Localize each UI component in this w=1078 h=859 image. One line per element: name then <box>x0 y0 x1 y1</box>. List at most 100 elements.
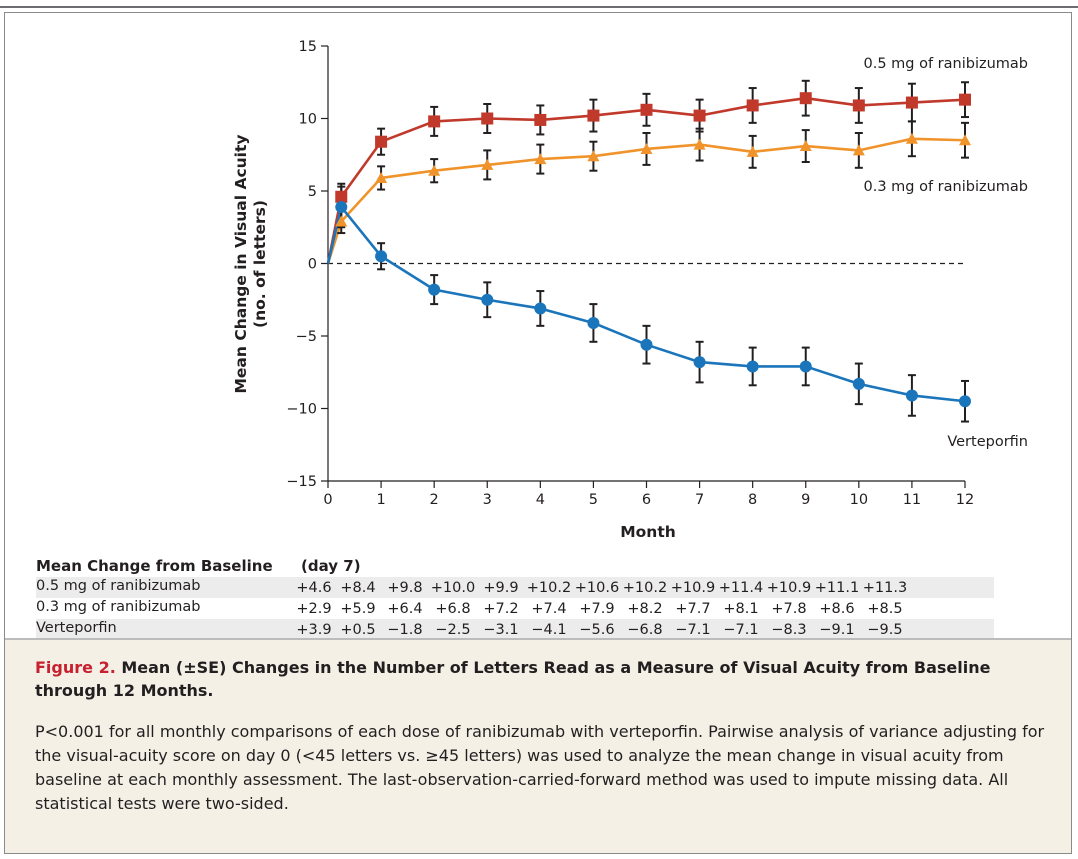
data-point-square <box>640 103 653 116</box>
table-cell: +7.8 <box>771 601 807 617</box>
figure-caption: Figure 2. Mean (±SE) Changes in the Numb… <box>5 638 1071 853</box>
y-tick-label: 15 <box>299 39 317 55</box>
y-axis-label-line1: Mean Change in Visual Acuity <box>232 135 250 394</box>
table-cell: +6.8 <box>435 601 471 617</box>
table-cell: +8.2 <box>627 601 663 617</box>
table-cell: +0.5 <box>340 622 376 638</box>
table-cell: −8.3 <box>771 622 807 638</box>
data-point-circle <box>375 250 388 263</box>
data-point-circle <box>799 360 812 373</box>
data-point-circle <box>746 360 759 373</box>
table-row: Verteporfin +3.9 +0.5 −1.8 −2.5 −3.1 −4.1 −5.6−… <box>36 619 994 640</box>
data-point-triangle <box>640 142 653 154</box>
table-cell: +6.4 <box>387 601 423 617</box>
data-point-triangle <box>799 140 812 152</box>
data-point-circle <box>640 338 653 351</box>
data-point-square <box>534 113 547 126</box>
table-cell: −1.8 <box>387 622 423 638</box>
table-cell: −7.1 <box>675 622 711 638</box>
x-axis-label: Month <box>620 523 676 541</box>
table-row: 0.3 mg of ranibizumab +2.9 +5.9 +6.4 +6.8 +7.… <box>36 598 994 619</box>
table-cell: +9.9 <box>483 580 519 596</box>
series-line <box>326 205 966 403</box>
table-cell: +10.0 <box>430 580 476 596</box>
data-point-square <box>587 109 600 122</box>
series-label-0.5mg: 0.5 mg of ranibizumab <box>863 56 1028 72</box>
table-cell: +11.3 <box>862 580 908 596</box>
table-cell: +7.2 <box>483 601 519 617</box>
figure-frame <box>4 12 1072 854</box>
data-point-square <box>959 93 971 106</box>
table-cell: +8.1 <box>723 601 759 617</box>
data-point-triangle <box>587 150 600 162</box>
x-tick-label: 3 <box>483 492 492 508</box>
data-point-square <box>905 96 918 109</box>
table-row-label: 0.3 mg of ranibizumab <box>36 599 201 615</box>
table-cell: +5.9 <box>340 601 376 617</box>
data-point-square <box>428 115 441 128</box>
series-label-0.3mg: 0.3 mg of ranibizumab <box>863 179 1028 195</box>
data-point-square <box>481 112 494 125</box>
table-cell: −5.6 <box>579 622 615 638</box>
x-tick-label: 12 <box>956 492 974 508</box>
y-tick-label: 10 <box>299 112 317 128</box>
data-point-circle <box>534 302 547 315</box>
data-point-triangle <box>428 164 441 176</box>
data-point-circle <box>587 316 600 329</box>
top-rule <box>0 6 1078 8</box>
x-tick-label: 4 <box>536 492 545 508</box>
data-point-circle <box>335 200 348 213</box>
x-tick-label: 5 <box>589 492 598 508</box>
table-cell: +3.9 <box>296 622 332 638</box>
table-row: 0.5 mg of ranibizumab +4.6 +8.4 +9.8 +10.0 +9… <box>36 577 994 598</box>
table-cell: +10.9 <box>766 580 812 596</box>
data-point-square <box>799 92 812 105</box>
table-cell: +8.6 <box>819 601 855 617</box>
data-point-circle <box>959 395 971 408</box>
table-cell: +4.6 <box>296 580 332 596</box>
x-tick-label: 2 <box>430 492 439 508</box>
data-point-circle <box>481 293 494 306</box>
table-cell: +7.4 <box>531 601 567 617</box>
data-point-triangle <box>852 144 865 156</box>
series-line <box>326 96 966 264</box>
caption-body: P<0.001 for all monthly comparisons of e… <box>35 722 1045 813</box>
chart-marks <box>326 79 971 423</box>
figure-label: Figure 2. <box>35 658 116 677</box>
y-tick-label: −10 <box>286 402 317 418</box>
series-label-verteporfin: Verteporfin <box>947 434 1028 450</box>
table-cell: −9.5 <box>867 622 903 638</box>
data-point-triangle <box>959 134 971 146</box>
x-tick-label: 6 <box>642 492 651 508</box>
data-point-square <box>852 99 865 112</box>
data-point-circle <box>905 389 918 402</box>
table-cell: −6.8 <box>627 622 663 638</box>
table-row-label: 0.5 mg of ranibizumab <box>36 578 201 594</box>
data-point-circle <box>693 356 706 369</box>
data-point-square <box>375 135 388 148</box>
table-cell: +10.6 <box>574 580 620 596</box>
table-cell: −3.1 <box>483 622 519 638</box>
x-tick-label: 0 <box>323 492 332 508</box>
table-day7-note: (day 7) <box>301 557 361 575</box>
table-cell: +2.9 <box>296 601 332 617</box>
table-cell: +10.2 <box>622 580 668 596</box>
data-point-square <box>335 190 348 203</box>
x-tick-label: 1 <box>376 492 385 508</box>
table-cell: +8.5 <box>867 601 903 617</box>
x-tick-label: 10 <box>850 492 868 508</box>
table-cell: −2.5 <box>435 622 471 638</box>
data-point-triangle <box>481 158 494 170</box>
data-point-triangle <box>905 132 918 144</box>
x-tick-label: 9 <box>801 492 810 508</box>
table-cell: +8.4 <box>340 580 376 596</box>
data-point-triangle <box>534 153 547 165</box>
data-point-circle <box>428 283 441 296</box>
table-cell: −9.1 <box>819 622 855 638</box>
caption-title: Figure 2. Mean (±SE) Changes in the Numb… <box>35 656 1035 702</box>
table-header: Mean Change from Baseline <box>36 557 273 575</box>
table-cell: +7.7 <box>675 601 711 617</box>
table-cell: +11.4 <box>718 580 764 596</box>
